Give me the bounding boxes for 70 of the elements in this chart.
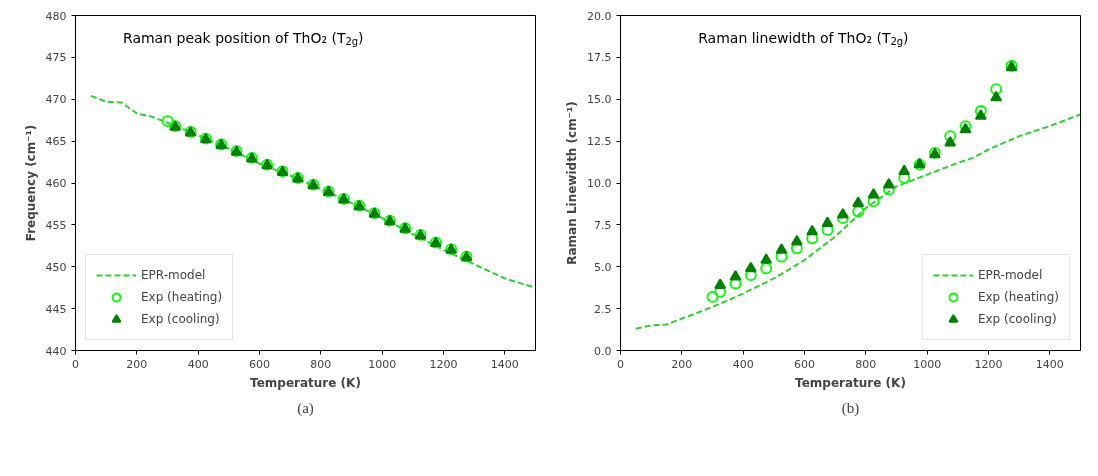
point — [775, 243, 788, 254]
y-tick-label: 460 — [45, 177, 67, 190]
y-tick-label: 445 — [45, 302, 67, 316]
x-tick-label: 0 — [72, 357, 79, 371]
x-tick-label: 1200 — [429, 357, 458, 371]
legend-label: EPR-model — [977, 268, 1043, 282]
legend-label: Exp (cooling) — [141, 312, 220, 326]
y-tick-label: 2.5 — [594, 302, 612, 316]
x-tick-label: 800 — [310, 357, 332, 371]
x-tick-label: 400 — [732, 357, 754, 371]
y-tick-label: 0.0 — [594, 344, 612, 358]
point — [821, 216, 834, 227]
y-tick-label: 465 — [45, 135, 67, 149]
x-tick-label: 1400 — [490, 357, 519, 371]
point — [836, 208, 849, 219]
point — [990, 90, 1003, 102]
point — [161, 115, 174, 127]
y-tick-label: 475 — [45, 51, 67, 65]
x-tick-label: 1200 — [974, 357, 1003, 371]
y-axis-title: Frequency (cm⁻¹) — [23, 124, 38, 242]
y-tick-label: 15.0 — [587, 93, 612, 107]
y-tick-label: 450 — [45, 260, 67, 274]
text: (a) — [297, 399, 314, 417]
point — [729, 270, 742, 281]
point — [974, 109, 987, 120]
y-axis-title: Raman Linewidth (cm⁻¹) — [565, 101, 580, 265]
x-tick-label: 1000 — [368, 357, 397, 371]
legend-label: EPR-model — [141, 268, 206, 282]
point — [944, 136, 957, 147]
x-tick-label: 200 — [671, 357, 693, 371]
y-tick-label: 480 — [45, 9, 67, 23]
y-tick-label: 17.5 — [587, 51, 612, 65]
point — [852, 196, 865, 207]
point — [806, 224, 819, 236]
point — [898, 164, 911, 176]
point — [974, 105, 987, 117]
x-axis-title: Temperature (K) — [250, 375, 361, 390]
y-tick-label: 470 — [45, 93, 67, 107]
y-tick-label: 7.5 — [594, 218, 612, 232]
x-tick-label: 200 — [126, 357, 148, 371]
x-tick-label: 600 — [794, 357, 815, 371]
x-tick-label: 0 — [617, 357, 624, 371]
x-tick-label: 400 — [187, 357, 209, 371]
x-tick-label: 600 — [249, 357, 270, 371]
x-tick-label: 1400 — [1035, 357, 1064, 371]
point — [744, 261, 757, 273]
line-series — [634, 113, 1081, 330]
point — [790, 234, 803, 246]
y-tick-label: 10.0 — [587, 177, 612, 190]
point — [882, 178, 895, 189]
point — [760, 253, 773, 264]
legend-label: Exp (heating) — [977, 290, 1059, 304]
point — [706, 291, 719, 303]
point — [944, 130, 957, 142]
x-axis-title: Temperature (K) — [795, 375, 906, 390]
point — [760, 262, 773, 275]
point — [990, 83, 1003, 96]
legend-label: Exp (cooling) — [977, 312, 1057, 326]
legend-label: Exp (heating) — [141, 290, 223, 304]
y-tick-label: 455 — [45, 218, 67, 232]
x-tick-label: 800 — [855, 357, 877, 371]
point — [836, 212, 849, 225]
y-tick-label: 440 — [45, 344, 67, 358]
x-tick-label: 1000 — [913, 357, 942, 371]
point — [714, 278, 727, 289]
y-tick-label: 12.5 — [587, 135, 612, 149]
y-tick-label: 20.0 — [587, 9, 612, 23]
text: (b) — [841, 399, 860, 417]
point — [867, 188, 880, 199]
y-tick-label: 5.0 — [594, 260, 612, 274]
